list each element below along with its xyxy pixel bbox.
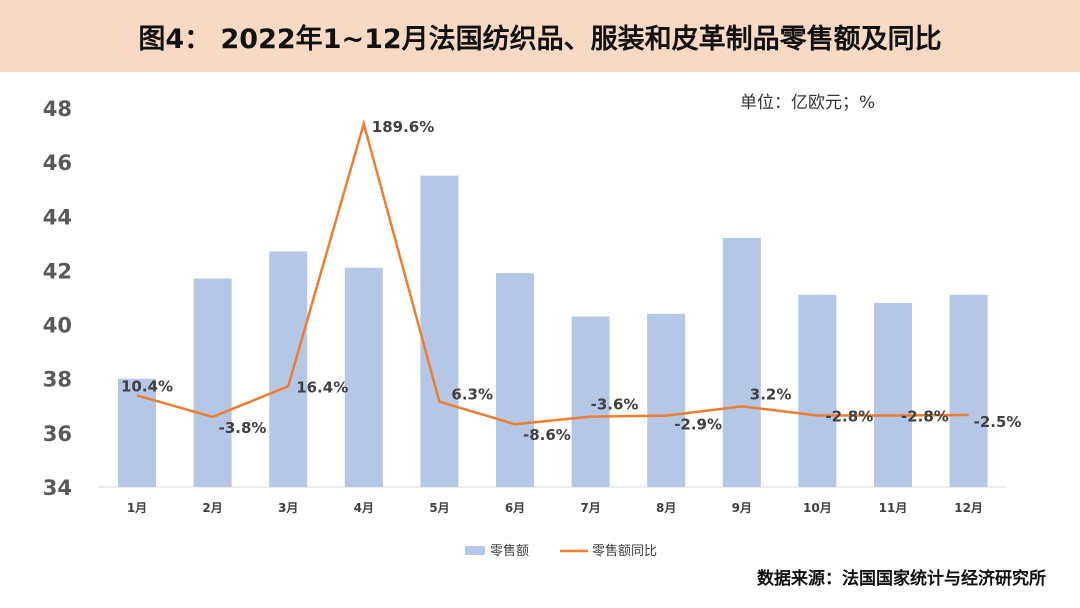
- chart-title: 图4： 2022年1~12月法国纺织品、服装和皮革制品零售额及同比: [0, 0, 1080, 72]
- source-note: 数据来源：法国国家统计与经济研究所: [757, 569, 1046, 589]
- data-label: -2.9%: [674, 416, 722, 434]
- x-tick-label: 8月: [656, 501, 676, 515]
- bar: [269, 251, 308, 487]
- legend-label: 零售额: [490, 543, 529, 559]
- x-tick-label: 3月: [278, 501, 298, 515]
- x-tick-label: 7月: [580, 501, 600, 515]
- bar: [949, 294, 988, 487]
- x-tick-label: 9月: [732, 501, 752, 515]
- legend-bar-swatch: [465, 546, 485, 555]
- y-tick-label: 44: [43, 205, 72, 229]
- y-tick-label: 42: [43, 259, 72, 283]
- x-tick-label: 12月: [954, 501, 983, 515]
- data-label: -3.8%: [219, 419, 267, 437]
- data-label: -8.6%: [523, 426, 571, 444]
- data-label: 3.2%: [750, 385, 792, 403]
- data-label: -2.5%: [974, 413, 1022, 431]
- data-label: 189.6%: [372, 118, 434, 136]
- bar: [722, 237, 761, 487]
- bar: [420, 175, 459, 487]
- x-tick-label: 6月: [505, 501, 525, 515]
- data-label: 16.4%: [296, 378, 348, 396]
- x-tick-label: 2月: [202, 501, 222, 515]
- y-tick-label: 34: [43, 476, 72, 500]
- x-tick-label: 1月: [127, 501, 147, 515]
- bar: [193, 278, 232, 487]
- bar: [647, 313, 686, 487]
- data-label: 6.3%: [451, 386, 493, 404]
- y-tick-label: 40: [43, 314, 72, 338]
- x-tick-label: 4月: [354, 501, 374, 515]
- bar: [344, 267, 383, 487]
- y-tick-label: 36: [43, 422, 72, 446]
- y-tick-label: 38: [43, 368, 72, 392]
- y-tick-label: 48: [43, 97, 72, 121]
- data-label: -2.8%: [825, 407, 873, 425]
- data-label: -3.6%: [591, 396, 639, 414]
- x-tick-label: 5月: [429, 501, 449, 515]
- y-tick-label: 46: [43, 151, 72, 175]
- bar: [496, 273, 534, 487]
- line-series: [136, 119, 969, 426]
- bar: [118, 378, 156, 487]
- x-tick-label: 10月: [803, 501, 832, 515]
- bar: [798, 294, 837, 487]
- bar: [571, 316, 610, 487]
- data-label: -2.8%: [901, 407, 949, 425]
- x-tick-label: 11月: [879, 501, 908, 515]
- data-label: 10.4%: [121, 377, 173, 395]
- unit-label: 单位：亿欧元；%: [740, 93, 876, 113]
- bar: [874, 302, 912, 487]
- legend-label: 零售额同比: [592, 543, 657, 559]
